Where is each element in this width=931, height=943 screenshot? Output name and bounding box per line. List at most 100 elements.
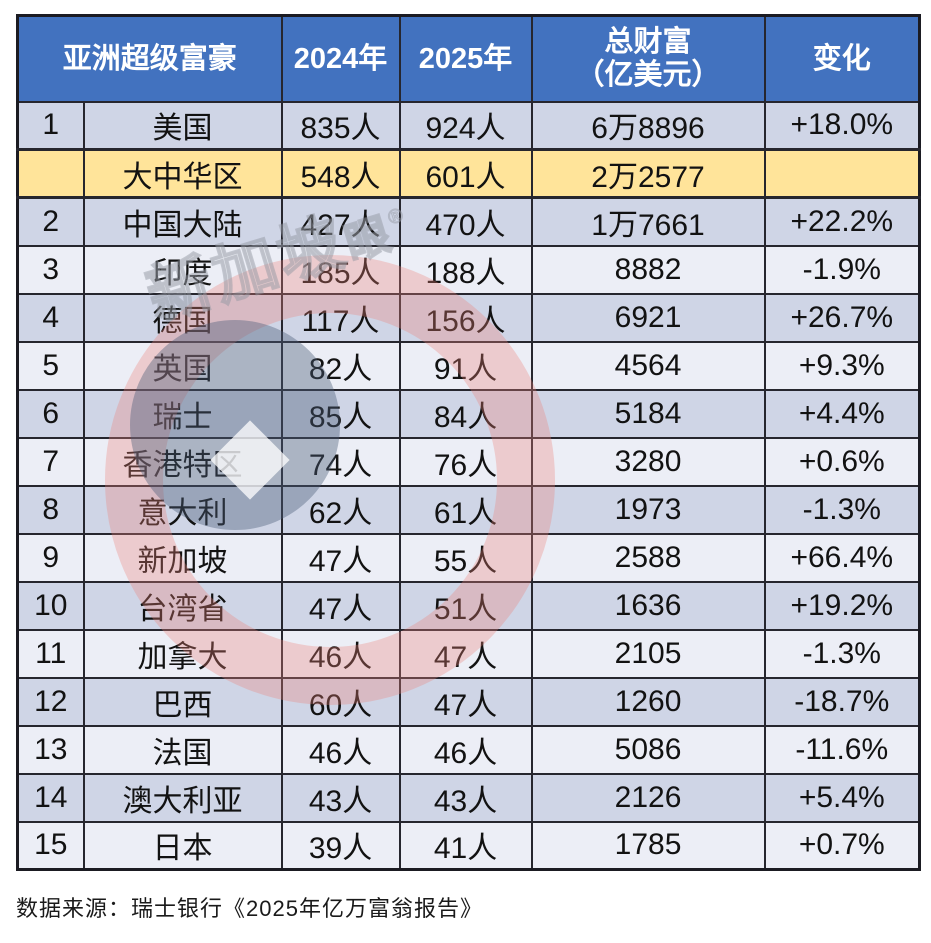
change-cell: -18.7%: [763, 676, 921, 727]
country-cell: 巴西: [82, 676, 283, 727]
header-2025: 2025年: [398, 14, 533, 103]
rank-cell: 3: [16, 244, 85, 295]
rank-cell: 11: [16, 628, 85, 679]
count-2025-cell: 47人: [398, 628, 533, 679]
count-2025-cell: 76人: [398, 436, 533, 487]
rank-cell: 7: [16, 436, 85, 487]
wealth-cell: 8882: [530, 244, 766, 295]
rank-cell: 4: [16, 292, 85, 343]
rank-cell: 6: [16, 388, 85, 439]
table-row: 3 印度 185人 188人 8882 -1.9%: [16, 244, 921, 295]
rank-cell: 14: [16, 772, 85, 823]
change-cell: -1.3%: [763, 628, 921, 679]
wealth-cell: 2万2577: [530, 148, 766, 199]
count-2024-cell: 548人: [280, 148, 401, 199]
count-2024-cell: 74人: [280, 436, 401, 487]
header-2024: 2024年: [280, 14, 401, 103]
wealth-cell: 5184: [530, 388, 766, 439]
wealth-cell: 1636: [530, 580, 766, 631]
table-row: 大中华区 548人 601人 2万2577: [16, 148, 921, 199]
count-2024-cell: 46人: [280, 724, 401, 775]
table-row: 4 德国 117人 156人 6921 +26.7%: [16, 292, 921, 343]
count-2025-cell: 601人: [398, 148, 533, 199]
header-total-wealth-line2: （亿美元）: [575, 58, 721, 91]
count-2024-cell: 39人: [280, 820, 401, 871]
count-2024-cell: 46人: [280, 628, 401, 679]
country-cell: 英国: [82, 340, 283, 391]
count-2025-cell: 47人: [398, 676, 533, 727]
country-cell: 中国大陆: [82, 196, 283, 247]
count-2024-cell: 43人: [280, 772, 401, 823]
change-cell: +66.4%: [763, 532, 921, 583]
change-cell: +0.7%: [763, 820, 921, 871]
count-2025-cell: 55人: [398, 532, 533, 583]
rank-cell: 10: [16, 580, 85, 631]
count-2024-cell: 47人: [280, 580, 401, 631]
table-row: 1 美国 835人 924人 6万8896 +18.0%: [16, 100, 921, 151]
count-2025-cell: 84人: [398, 388, 533, 439]
rank-cell: 2: [16, 196, 85, 247]
data-source-note: 数据来源：瑞士银行《2025年亿万富翁报告》: [16, 896, 483, 921]
count-2024-cell: 47人: [280, 532, 401, 583]
country-cell: 大中华区: [82, 148, 283, 199]
table-row: 5 英国 82人 91人 4564 +9.3%: [16, 340, 921, 391]
header-total-wealth: 总财富 （亿美元）: [530, 14, 766, 103]
change-cell: +0.6%: [763, 436, 921, 487]
change-cell: -11.6%: [763, 724, 921, 775]
header-total-wealth-line1: 总财富: [604, 26, 692, 59]
country-cell: 德国: [82, 292, 283, 343]
country-cell: 加拿大: [82, 628, 283, 679]
wealth-cell: 1260: [530, 676, 766, 727]
country-cell: 新加坡: [82, 532, 283, 583]
country-cell: 美国: [82, 100, 283, 151]
country-cell: 意大利: [82, 484, 283, 535]
wealth-cell: 5086: [530, 724, 766, 775]
country-cell: 台湾省: [82, 580, 283, 631]
count-2025-cell: 61人: [398, 484, 533, 535]
count-2025-cell: 43人: [398, 772, 533, 823]
count-2024-cell: 62人: [280, 484, 401, 535]
wealth-cell: 6921: [530, 292, 766, 343]
count-2024-cell: 117人: [280, 292, 401, 343]
table-row: 15 日本 39人 41人 1785 +0.7%: [16, 820, 921, 871]
count-2025-cell: 51人: [398, 580, 533, 631]
table-row: 11 加拿大 46人 47人 2105 -1.3%: [16, 628, 921, 679]
count-2025-cell: 188人: [398, 244, 533, 295]
wealth-cell: 2126: [530, 772, 766, 823]
change-cell: +9.3%: [763, 340, 921, 391]
wealth-cell: 2588: [530, 532, 766, 583]
change-cell: -1.9%: [763, 244, 921, 295]
wealth-cell: 2105: [530, 628, 766, 679]
header-change: 变化: [763, 14, 921, 103]
change-cell: -1.3%: [763, 484, 921, 535]
wealth-cell: 3280: [530, 436, 766, 487]
table-row: 2 中国大陆 427人 470人 1万7661 +22.2%: [16, 196, 921, 247]
wealth-cell: 1973: [530, 484, 766, 535]
count-2025-cell: 156人: [398, 292, 533, 343]
header-title: 亚洲超级富豪: [16, 14, 283, 103]
table-row: 10 台湾省 47人 51人 1636 +19.2%: [16, 580, 921, 631]
table-row: 14 澳大利亚 43人 43人 2126 +5.4%: [16, 772, 921, 823]
change-cell: +4.4%: [763, 388, 921, 439]
table-body: 1 美国 835人 924人 6万8896 +18.0% 大中华区 548人 6…: [16, 100, 921, 871]
table-row: 8 意大利 62人 61人 1973 -1.3%: [16, 484, 921, 535]
wealth-cell: 6万8896: [530, 100, 766, 151]
count-2024-cell: 85人: [280, 388, 401, 439]
rank-cell: 13: [16, 724, 85, 775]
rank-cell: 5: [16, 340, 85, 391]
change-cell: [763, 148, 921, 199]
table-row: 13 法国 46人 46人 5086 -11.6%: [16, 724, 921, 775]
rank-cell: 12: [16, 676, 85, 727]
count-2024-cell: 82人: [280, 340, 401, 391]
rank-cell: 1: [16, 100, 85, 151]
count-2025-cell: 46人: [398, 724, 533, 775]
table-row: 12 巴西 60人 47人 1260 -18.7%: [16, 676, 921, 727]
country-cell: 法国: [82, 724, 283, 775]
table-row: 6 瑞士 85人 84人 5184 +4.4%: [16, 388, 921, 439]
change-cell: +5.4%: [763, 772, 921, 823]
wealth-ranking-table: 亚洲超级富豪 2024年 2025年 总财富 （亿美元） 变化 1 美国 835…: [16, 14, 922, 871]
count-2024-cell: 60人: [280, 676, 401, 727]
wealth-cell: 1万7661: [530, 196, 766, 247]
count-2025-cell: 91人: [398, 340, 533, 391]
wealth-cell: 4564: [530, 340, 766, 391]
